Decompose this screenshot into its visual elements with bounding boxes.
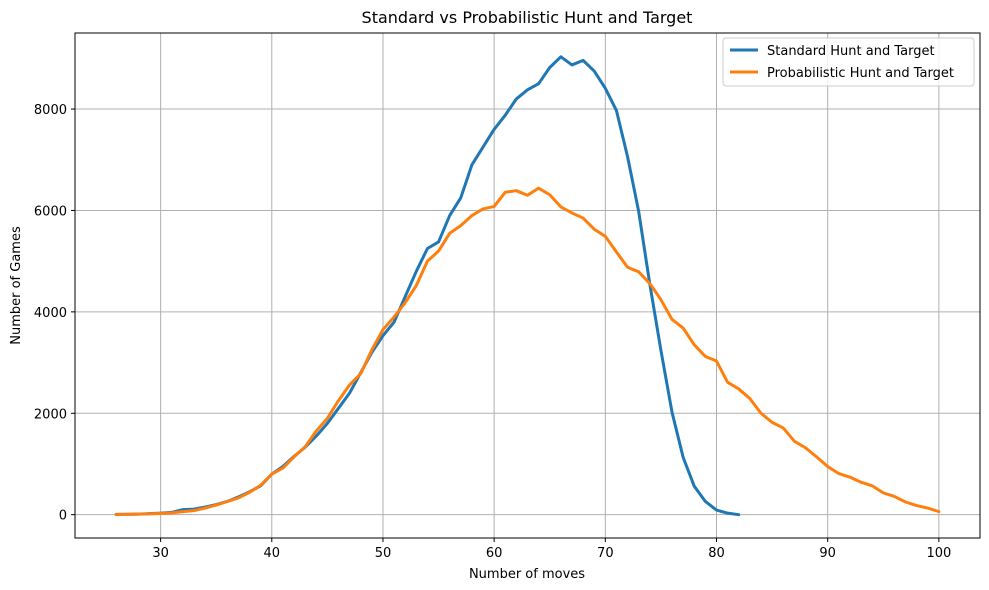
legend: Standard Hunt and Target Probabilistic H… (722, 37, 975, 87)
y-tick-label: 8000 (34, 103, 67, 118)
x-tick-label: 40 (264, 546, 281, 561)
y-tick-label: 4000 (34, 306, 67, 321)
x-tick-label: 50 (375, 546, 392, 561)
series-line-1 (114, 186, 941, 517)
x-tick-label: 80 (708, 546, 725, 561)
legend-label-probabilistic: Probabilistic Hunt and Target (767, 66, 954, 81)
chart-title: Standard vs Probabilistic Hunt and Targe… (362, 8, 693, 27)
y-tick-label: 6000 (34, 204, 67, 219)
x-tick-label: 100 (926, 546, 951, 561)
x-tick-label: 90 (819, 546, 836, 561)
y-tick-label: 2000 (34, 407, 67, 422)
x-tick-label: 60 (486, 546, 503, 561)
y-tick-label: 0 (59, 509, 67, 524)
grid (75, 33, 980, 538)
y-axis-label: Number of Games (9, 226, 24, 345)
series-line-0 (114, 55, 741, 517)
legend-box (722, 37, 975, 87)
axis-ticks: 30 40 50 60 70 80 90 100 0 2000 4000 6000 8000 (34, 103, 951, 561)
plot-area-frame (74, 32, 981, 539)
x-tick-label: 70 (597, 546, 614, 561)
legend-label-standard: Standard Hunt and Target (767, 44, 935, 59)
series-lines (114, 55, 941, 517)
x-tick-label: 30 (152, 546, 169, 561)
x-axis-label: Number of moves (469, 567, 585, 582)
